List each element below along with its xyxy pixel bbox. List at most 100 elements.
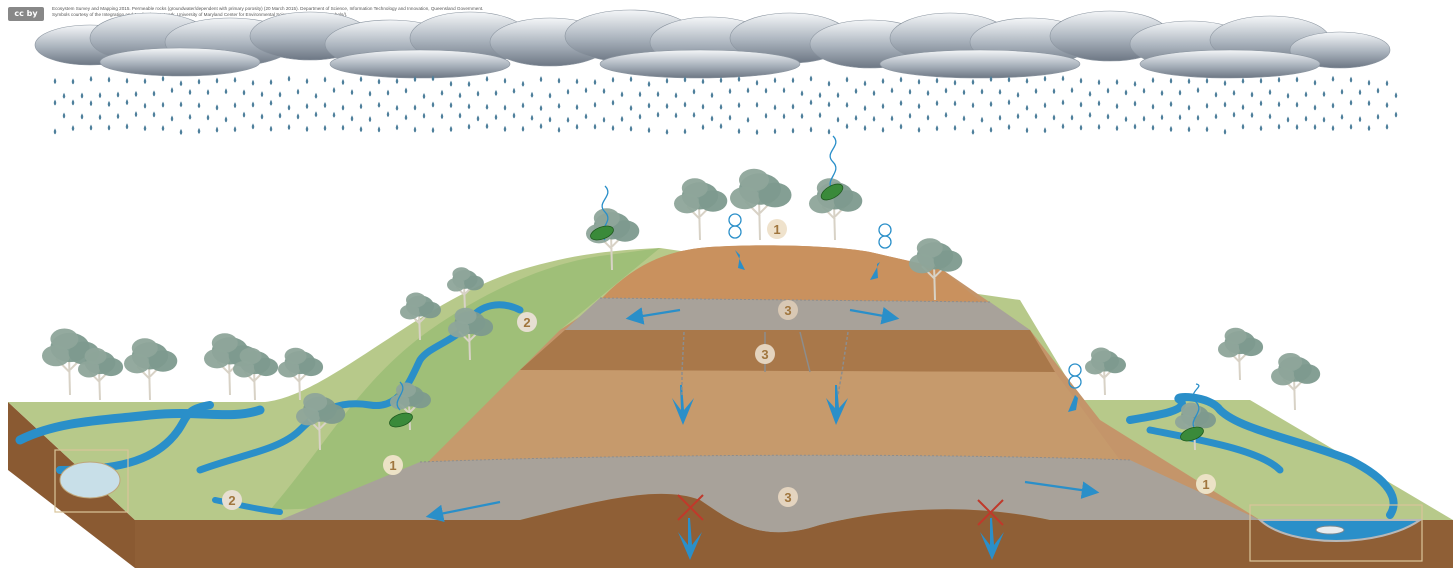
rain-drop <box>647 80 651 87</box>
rain-drop <box>503 77 507 84</box>
rain-drop <box>593 123 597 130</box>
rain-drop <box>755 128 759 135</box>
tree-icon <box>730 168 792 241</box>
credits: cc by Ecosystem Survey and Mapping 2015.… <box>8 6 708 26</box>
rain-drop <box>557 102 561 109</box>
rain-drop <box>1007 99 1011 106</box>
rain-drop <box>881 102 885 109</box>
rain-drop <box>647 102 651 109</box>
rain-drop <box>314 92 318 99</box>
rain-drop <box>1169 100 1173 107</box>
rain-drop <box>665 128 669 135</box>
rain-drop <box>1286 92 1290 99</box>
svg-text:3: 3 <box>761 347 768 362</box>
rain-drop <box>1322 90 1326 97</box>
rain-drop <box>1394 92 1398 99</box>
leaf-icons <box>389 183 1204 442</box>
rain-drop <box>1250 91 1254 98</box>
cc-license-icon: cc by <box>8 7 44 21</box>
rain-drop <box>1340 88 1344 95</box>
rain-drop <box>359 103 363 110</box>
rain-drop <box>764 87 768 94</box>
rain-drop <box>440 113 444 120</box>
tree-icon <box>674 178 728 241</box>
rain-drop <box>260 91 264 98</box>
rain-drop <box>287 75 291 82</box>
rain-drop <box>377 126 381 133</box>
rain-drop <box>584 113 588 120</box>
label-2-lower: 2 <box>222 490 242 510</box>
rain-drop <box>296 113 300 120</box>
rain-drop <box>350 115 354 122</box>
rain-drop <box>539 104 543 111</box>
tree-icon <box>1271 353 1321 411</box>
rain-drops <box>53 75 1398 135</box>
rain-drop <box>449 101 453 108</box>
rain-drop <box>710 91 714 98</box>
rain-drop <box>1142 115 1146 122</box>
rain-drop <box>521 102 525 109</box>
rain-drop <box>89 124 93 131</box>
rain-drop <box>1151 124 1155 131</box>
recharge-arrows <box>672 250 1078 560</box>
rain-drop <box>152 90 156 97</box>
rain-drop <box>782 113 786 120</box>
rain-drop <box>908 112 912 119</box>
rain-drop <box>116 112 120 119</box>
rain-drop <box>161 125 165 132</box>
rain-drop <box>773 104 777 111</box>
rain-drop <box>1016 91 1020 98</box>
inset-box-left <box>54 449 129 513</box>
rain-drop <box>485 103 489 110</box>
rain-drop <box>368 90 372 97</box>
rain-drop <box>413 76 417 83</box>
rain-drop <box>1385 123 1389 130</box>
rain-drop <box>791 77 795 84</box>
rain-drop <box>845 101 849 108</box>
rain-drop <box>1043 75 1047 82</box>
rain-drop <box>1115 124 1119 131</box>
rain-drop <box>1097 79 1101 86</box>
tree-icon <box>296 393 346 451</box>
hill-cap <box>600 245 985 305</box>
rain-drop <box>1367 79 1371 86</box>
rain-drop <box>1169 77 1173 84</box>
rain-drop <box>53 99 57 106</box>
rain-drop <box>674 92 678 99</box>
flow-arrows <box>425 307 1100 523</box>
rain-drop <box>98 114 102 121</box>
rain-drop <box>1223 80 1227 87</box>
rain-drop <box>431 75 435 82</box>
credit-line-2: Symbols courtesy of the Integration and … <box>52 12 348 17</box>
rain-drop <box>224 116 228 123</box>
rain-drop <box>359 126 363 133</box>
rain-drop <box>305 77 309 84</box>
rain-drop <box>890 115 894 122</box>
rain-drop <box>89 75 93 82</box>
rain-drop <box>917 103 921 110</box>
rain-drop <box>179 80 183 87</box>
rain-drop <box>719 103 723 110</box>
rain-drop <box>170 115 174 122</box>
tree-icon <box>447 267 484 311</box>
rain-drop <box>791 127 795 134</box>
rain-drop <box>1277 76 1281 83</box>
rain-drop <box>908 88 912 95</box>
rain-drop <box>278 112 282 119</box>
rain-drop <box>377 101 381 108</box>
rain-drop <box>1259 100 1263 107</box>
rain-drop <box>665 102 669 109</box>
rain-drop <box>989 100 993 107</box>
rain-drop <box>827 80 831 87</box>
rain-drop <box>971 102 975 109</box>
rain-drop <box>935 77 939 84</box>
rain-drop <box>953 124 957 131</box>
rain-drop <box>1205 77 1209 84</box>
rain-drop <box>602 116 606 123</box>
rain-drop <box>872 115 876 122</box>
rain-drop <box>665 77 669 84</box>
rain-drop <box>980 116 984 123</box>
rain-drop <box>341 104 345 111</box>
label-1-top: 1 <box>767 219 787 239</box>
rain-drop <box>1187 104 1191 111</box>
